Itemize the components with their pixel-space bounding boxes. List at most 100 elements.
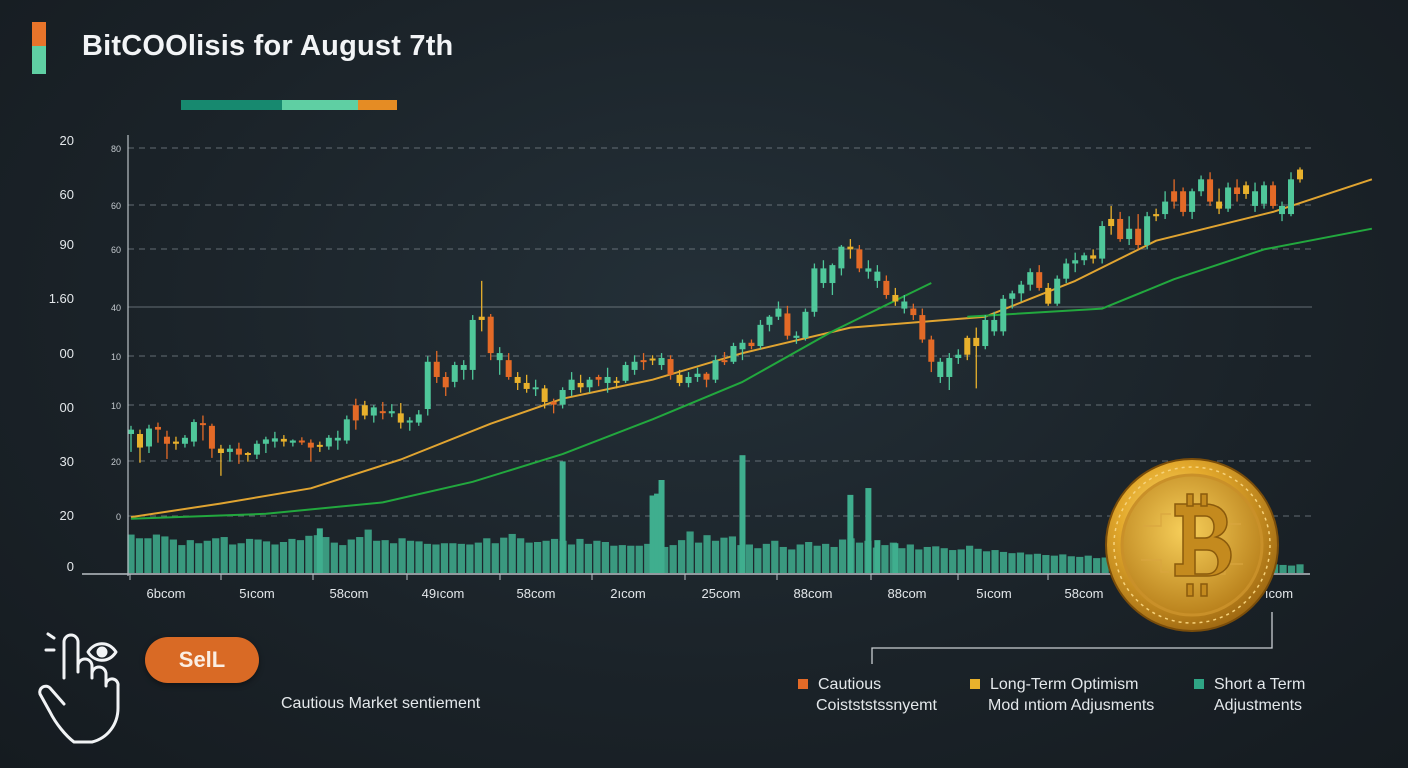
candle [1225,182,1232,212]
candle [892,287,899,306]
sell-button[interactable]: SelL [145,637,259,683]
x-tick-label: ıcom [1265,586,1293,601]
candle-body [244,452,251,455]
candle [1234,179,1241,202]
candle-body [505,360,512,377]
candle [901,294,908,314]
candle-body [937,361,944,377]
volume-bar [923,546,931,573]
candle [1171,179,1178,209]
volume-bar [966,545,974,573]
volume-bar [534,542,542,573]
candle-body [1018,284,1025,294]
candle [1045,283,1052,306]
volume-bar [500,537,508,573]
candle-body [424,361,431,410]
candle-body [433,361,440,377]
candle-body [541,388,548,402]
volume-spike [559,461,566,573]
inner-y-tick-label: 10 [111,352,121,362]
candle-body [1045,287,1052,304]
candle [874,265,881,288]
candle [1216,188,1223,215]
candle [1261,181,1268,209]
candle-layer [128,167,1303,476]
candle [1126,216,1133,246]
candle [730,342,737,364]
volume-bar [686,531,694,573]
volume-bar [661,546,669,573]
candle-body [901,301,908,309]
candle [307,439,314,462]
volume-spike [892,543,899,573]
legend-swatch-yellow [970,679,980,689]
candle-body [523,382,530,389]
legend-label-3b: Adjustments [1214,697,1303,714]
candle [838,245,845,276]
candle [1207,172,1214,206]
volume-bar [161,536,169,573]
volume-bar [991,550,999,573]
volume-bar [517,538,525,573]
moving-average-line [130,178,1373,519]
candle [1189,188,1196,219]
candle [847,239,854,259]
candle [514,372,521,391]
candle-body [451,365,458,382]
candle-body [964,337,971,355]
candle [550,398,557,414]
candle [433,350,440,383]
candle [865,260,872,279]
candle [235,442,242,464]
volume-bar [788,549,796,573]
candle-body [190,422,197,442]
candle [919,308,926,343]
candle [289,439,296,447]
volume-bar [1042,555,1050,573]
inner-y-tick-label: 40 [111,303,121,313]
candle-body [613,380,620,383]
moving-average-line [130,282,932,520]
volume-bar [974,548,982,573]
brand-mark-icon [32,22,46,74]
candle-body [1288,179,1295,215]
volume-spike [739,455,746,573]
candle-body [478,316,485,320]
volume-bar [720,537,728,573]
outer-y-tick-label: 30 [60,454,74,469]
candle-body [784,313,791,336]
hand-pointer-eye-icon [38,632,120,744]
candle-body [847,246,854,250]
candle-body [253,443,260,455]
candle-body [406,420,413,423]
legend-swatch-orange [798,679,808,689]
volume-bar [618,545,626,573]
volume-bar [1016,552,1025,573]
candle [1081,252,1088,266]
candle [667,355,674,380]
volume-bar [754,548,762,573]
candle [1000,294,1007,336]
volume-bar [822,543,830,573]
candle-body [946,357,953,377]
candle [685,372,692,388]
candle-body [289,440,296,443]
volume-bar [830,546,838,573]
candle [658,353,665,370]
volume-bar [669,545,677,573]
candle [568,372,575,396]
candle [802,308,809,341]
candle [532,379,539,396]
candle [559,387,566,409]
volume-bar [398,538,406,573]
candle [856,245,863,273]
volume-spike [649,495,656,573]
candle-body [730,346,737,362]
inner-y-tick-label: 20 [111,457,121,467]
candle [1198,175,1205,197]
candle [1036,265,1043,291]
volume-bar [423,543,432,573]
volume-bar [457,543,465,573]
accent-segment-light [282,100,358,110]
